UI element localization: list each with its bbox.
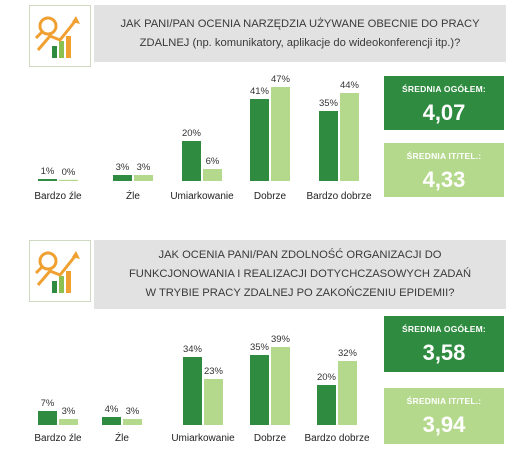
data-label: 44% xyxy=(340,80,360,91)
data-label: 0% xyxy=(62,167,76,178)
average-overall-value: 3,58 xyxy=(422,340,466,365)
average-overall-box-2: ŚREDNIA OGÓŁEM: 3,58 xyxy=(384,316,504,372)
question-2-text: JAK OCENIA PANI/PAN ZDOLNOŚĆ ORGANIZACJI… xyxy=(129,246,471,303)
average-overall-label: ŚREDNIA OGÓŁEM: xyxy=(402,324,486,334)
average-it-box-1: ŚREDNIA IT/TEL.: 4,33 xyxy=(384,143,504,197)
question-1-line: ZDALNEJ (np. komunikatory, aplikacje do … xyxy=(139,36,461,49)
bar-overall-1 xyxy=(113,175,132,181)
bar-overall-3 xyxy=(250,355,269,425)
average-it-label: ŚREDNIA IT/TEL.: xyxy=(406,396,482,406)
data-label: 32% xyxy=(338,348,358,359)
question-1-box: JAK PANI/PAN OCENIA NARZĘDZIA UŻYWANE OB… xyxy=(94,5,506,62)
question-2-box: JAK OCENIA PANI/PAN ZDOLNOŚĆ ORGANIZACJI… xyxy=(94,240,506,309)
bar-overall-2 xyxy=(183,357,202,425)
bar-overall-3 xyxy=(250,99,269,181)
category-label: Dobrze xyxy=(254,433,287,444)
bar-overall-0 xyxy=(38,179,57,181)
data-label: 47% xyxy=(271,74,291,85)
bar-it-3 xyxy=(271,87,290,181)
category-label: Bardzo dobrze xyxy=(304,433,369,444)
average-overall-box-1: ŚREDNIA OGÓŁEM: 4,07 xyxy=(384,76,504,130)
average-it-label: ŚREDNIA IT/TEL.: xyxy=(406,151,482,161)
data-label: 7% xyxy=(41,398,55,409)
bar-it-0 xyxy=(59,179,78,181)
question-1-line: JAK PANI/PAN OCENIA NARZĘDZIA UŻYWANE OB… xyxy=(120,17,480,30)
average-overall-value: 4,07 xyxy=(422,100,466,125)
average-it-box-2: ŚREDNIA IT/TEL.: 3,94 xyxy=(384,388,504,444)
question-2-line: FUNKCJONOWANIA I REALIZACJI DOTYCHCZASOW… xyxy=(128,268,472,280)
category-label: Źle xyxy=(115,431,129,444)
bar-it-2 xyxy=(204,379,223,425)
data-label: 41% xyxy=(250,86,270,97)
category-label: Umiarkowanie xyxy=(171,433,235,444)
category-label: Źle xyxy=(126,189,140,202)
bar-overall-1 xyxy=(102,417,121,425)
bar-it-1 xyxy=(134,175,153,181)
question-2-line: W TRYBIE PRACY ZDALNEJ PO ZAKOŃCZENIU EP… xyxy=(145,287,455,299)
data-label: 39% xyxy=(271,334,291,345)
chart-magnifier-icon xyxy=(29,5,91,67)
data-label: 23% xyxy=(204,366,224,377)
average-it-value: 4,33 xyxy=(422,167,466,192)
bar-it-4 xyxy=(338,361,357,425)
data-label: 4% xyxy=(105,404,119,415)
category-label: Bardzo źle xyxy=(34,191,82,202)
data-label: 3% xyxy=(62,406,76,417)
bar-overall-2 xyxy=(182,141,201,181)
average-overall-label: ŚREDNIA OGÓŁEM: xyxy=(402,84,486,94)
category-label: Bardzo dobrze xyxy=(306,191,371,202)
data-label: 3% xyxy=(137,162,151,173)
data-label: 20% xyxy=(182,128,202,139)
bar-overall-4 xyxy=(317,385,336,425)
bar-overall-0 xyxy=(38,411,57,425)
data-label: 20% xyxy=(317,372,337,383)
bar-it-2 xyxy=(203,169,222,181)
average-it-value: 3,94 xyxy=(422,412,466,437)
bar-overall-4 xyxy=(319,111,338,181)
question-2-line: JAK OCENIA PANI/PAN ZDOLNOŚĆ ORGANIZACJI… xyxy=(158,249,442,261)
bar-it-0 xyxy=(59,419,78,425)
category-label: Bardzo źle xyxy=(34,433,82,444)
bar-it-1 xyxy=(123,419,142,425)
bar-it-4 xyxy=(340,93,359,181)
data-label: 3% xyxy=(126,406,140,417)
data-label: 6% xyxy=(206,156,220,167)
category-label: Dobrze xyxy=(254,191,287,202)
bar-it-3 xyxy=(271,347,290,425)
data-label: 34% xyxy=(183,344,203,355)
data-label: 35% xyxy=(250,342,270,353)
chart-magnifier-icon xyxy=(29,240,91,302)
data-label: 1% xyxy=(41,166,55,177)
category-label: Umiarkowanie xyxy=(170,191,234,202)
data-label: 35% xyxy=(319,98,339,109)
data-label: 3% xyxy=(116,162,130,173)
question-1-text: JAK PANI/PAN OCENIA NARZĘDZIA UŻYWANE OB… xyxy=(120,15,479,53)
